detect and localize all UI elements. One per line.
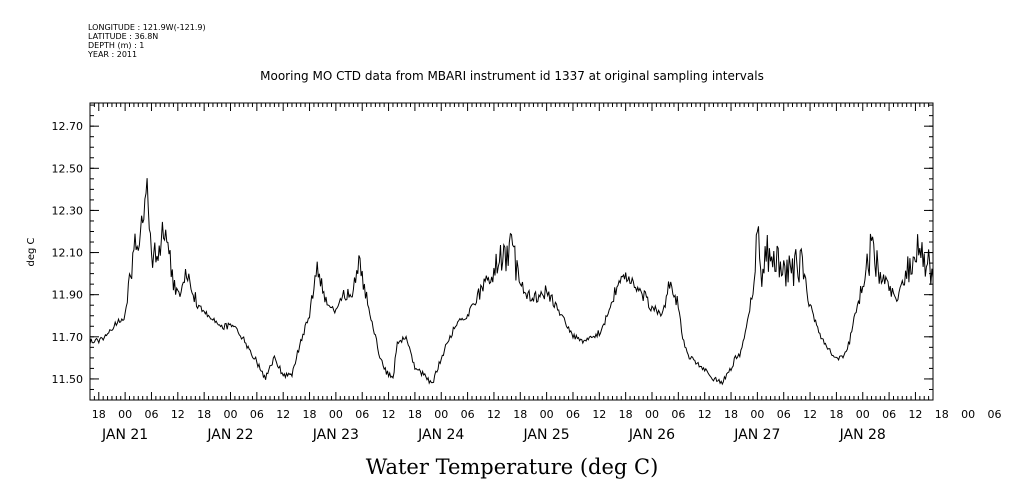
hour-tick-label: 06	[250, 408, 264, 421]
series-line	[89, 178, 934, 386]
hour-tick-label: 18	[935, 408, 949, 421]
hour-tick-label: 18	[303, 408, 317, 421]
y-tick-labels: 11.50 11.70 11.90 12.10 12.30 12.50 12.70	[52, 120, 84, 386]
hour-tick-label: 12	[171, 408, 185, 421]
y-tick-label: 12.50	[52, 162, 84, 175]
hour-tick-label: 18	[619, 408, 633, 421]
hour-tick-label: 06	[566, 408, 580, 421]
hour-tick-label: 18	[724, 408, 738, 421]
y-tick-label: 11.70	[52, 331, 84, 344]
hour-tick-label: 12	[698, 408, 712, 421]
hour-tick-label: 00	[750, 408, 764, 421]
hour-tick-label: 06	[671, 408, 685, 421]
hour-tick-label: 12	[382, 408, 396, 421]
hour-tick-label: 12	[908, 408, 922, 421]
hour-tick-label: 12	[803, 408, 817, 421]
hour-tick-label: 00	[434, 408, 448, 421]
y-tick-label: 12.30	[52, 204, 84, 217]
hour-tick-label: 00	[118, 408, 132, 421]
y-tick-label: 12.70	[52, 120, 84, 133]
hour-tick-label: 06	[882, 408, 896, 421]
day-tick-label: JAN 21	[101, 427, 148, 443]
station-metadata: LONGITUDE : 121.9W(-121.9) LATITUDE : 36…	[87, 23, 206, 59]
day-tick-label: JAN 25	[523, 427, 570, 443]
x-axis-label: Water Temperature (deg C)	[366, 455, 659, 479]
hour-tick-label: 18	[92, 408, 106, 421]
hour-tick-label: 00	[961, 408, 975, 421]
day-tick-label: JAN 23	[312, 427, 359, 443]
hour-tick-label: 00	[856, 408, 870, 421]
hour-tick-label: 18	[513, 408, 527, 421]
hour-tick-label: 06	[355, 408, 369, 421]
x-tick-labels: 18 00 06 12 18 00 06 12 18 00 06 12 18 00 06 12 18 00 06 12…	[92, 408, 1002, 443]
y-tick-label: 11.50	[52, 373, 84, 386]
axis-ticks	[89, 103, 934, 400]
hour-tick-label: 18	[197, 408, 211, 421]
hour-tick-label: 00	[645, 408, 659, 421]
longitude-label: LONGITUDE : 121.9W(-121.9)	[88, 23, 206, 32]
hour-tick-label: 06	[144, 408, 158, 421]
day-tick-label: JAN 26	[628, 427, 675, 443]
y-tick-label: 12.10	[52, 247, 84, 260]
y-axis-label: deg C	[26, 237, 37, 266]
y-tick-label: 11.90	[52, 289, 84, 302]
hour-tick-label: 06	[987, 408, 1001, 421]
chart-title: Mooring MO CTD data from MBARI instrumen…	[260, 69, 764, 83]
hour-tick-label: 06	[461, 408, 475, 421]
hour-tick-label: 18	[829, 408, 843, 421]
depth-label: DEPTH (m) : 1	[88, 41, 144, 50]
year-label: YEAR : 2011	[87, 50, 137, 59]
hour-tick-label: 00	[224, 408, 238, 421]
plot-frame	[89, 102, 934, 401]
latitude-label: LATITUDE : 36.8N	[88, 32, 158, 41]
day-tick-label: JAN 28	[839, 427, 886, 443]
hour-tick-label: 18	[408, 408, 422, 421]
day-tick-label: JAN 24	[417, 427, 464, 443]
hour-tick-label: 00	[329, 408, 343, 421]
day-tick-label: JAN 22	[206, 427, 253, 443]
day-tick-label: JAN 27	[733, 427, 780, 443]
hour-tick-label: 12	[487, 408, 501, 421]
hour-tick-label: 12	[592, 408, 606, 421]
hour-tick-label: 12	[276, 408, 290, 421]
hour-tick-label: 06	[777, 408, 791, 421]
hour-tick-label: 00	[540, 408, 554, 421]
